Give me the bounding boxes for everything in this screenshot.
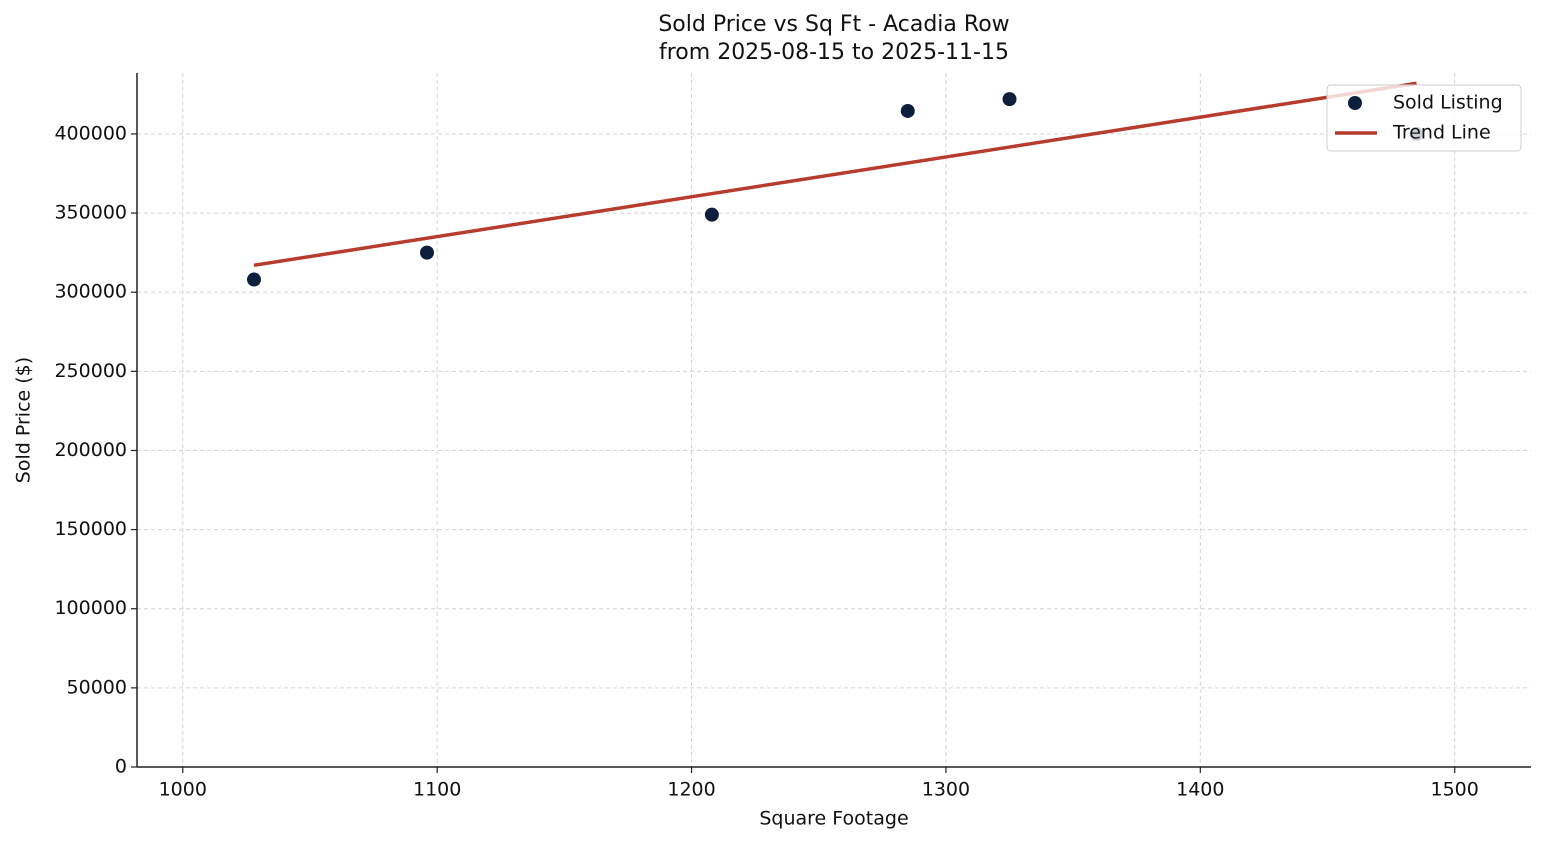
x-tick-label: 1300 [922,779,970,801]
y-tick-label: 350000 [54,202,127,224]
chart-title: Sold Price vs Sq Ft - Acadia Row [658,12,1009,37]
y-tick-label: 50000 [67,676,127,698]
x-tick-label: 1400 [1176,779,1224,801]
x-tick-label: 1200 [667,779,715,801]
chart-subtitle: from 2025-08-15 to 2025-11-15 [659,40,1009,65]
grid [137,73,1531,768]
legend: Sold Listing Trend Line [1326,84,1522,152]
y-tick-label: 250000 [54,360,127,382]
legend-label: Sold Listing [1393,92,1503,114]
y-tick-label: 300000 [54,281,127,303]
point [419,245,434,260]
plot [247,81,1424,287]
y-tick-label: 150000 [54,518,127,540]
legend-marker [1348,96,1362,110]
x-tick-label: 1000 [159,779,207,801]
x-tick-label: 1100 [413,779,461,801]
y-axis-label: Sold Price ($) [13,357,35,483]
x-axis-label: Square Footage [759,808,908,830]
trend-line [253,81,1417,268]
y-tick-label: 400000 [54,122,127,144]
x-tick-label: 1500 [1431,779,1479,801]
y-tick-label: 200000 [54,439,127,461]
y-tick-label: 100000 [54,597,127,619]
point [704,207,719,222]
y-tick-label: 0 [115,756,127,778]
point [900,103,915,118]
legend-label: Trend Line [1392,122,1491,144]
point [1002,92,1017,107]
point [247,272,262,287]
